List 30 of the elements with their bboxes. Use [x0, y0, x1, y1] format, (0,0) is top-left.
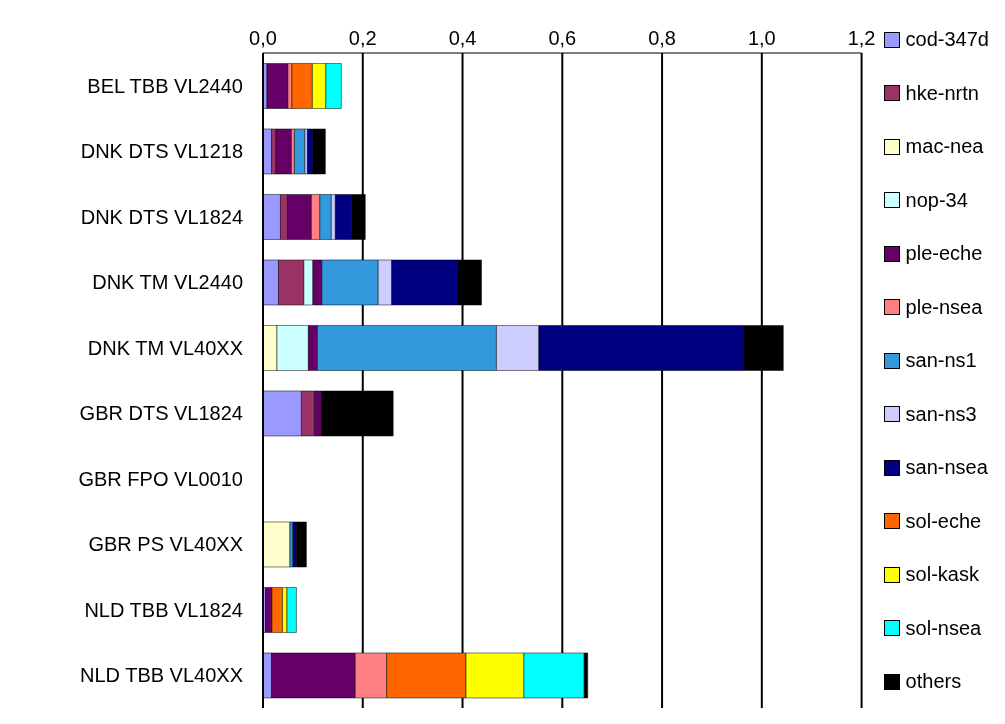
legend-label: sol-eche — [905, 509, 982, 533]
legend-label: nop-34 — [905, 188, 968, 212]
legend-label: cod-347d — [905, 28, 989, 51]
x-tick-label: 1,2 — [847, 27, 876, 49]
x-tick-label: 0,0 — [249, 27, 277, 49]
legend-label: sol-nsea — [905, 616, 982, 640]
x-tick-label: 0,4 — [448, 27, 477, 49]
y-tick-label: DNK TM VL40XX — [87, 336, 243, 359]
legend-label: ple-eche — [905, 242, 983, 265]
x-tick-label: 0,6 — [548, 27, 577, 49]
y-tick-label: GBR FPO VL0010 — [78, 467, 243, 490]
x-tick-label: 1,0 — [747, 27, 776, 49]
legend-label: mac-nea — [905, 135, 984, 158]
y-tick-label: GBR DTS VL1824 — [79, 402, 243, 425]
y-tick-label: NLD TBB VL1824 — [84, 598, 243, 621]
legend-label: sol-kask — [905, 563, 979, 586]
legend-label: san-nsea — [905, 456, 988, 479]
y-tick-label: BEL TBB VL2440 — [87, 74, 243, 97]
x-tick-label: 0,2 — [348, 27, 377, 49]
y-tick-label: DNK DTS VL1824 — [80, 205, 243, 228]
y-tick-label: NLD TBB VL40XX — [79, 664, 243, 687]
legend-label: san-ns3 — [905, 402, 977, 426]
y-tick-label: GBR PS VL40XX — [88, 533, 243, 556]
legend-label: others — [905, 670, 962, 693]
legend-label: ple-nsea — [905, 295, 983, 319]
legend-label: hke-nrtn — [905, 81, 979, 105]
legend-label: san-ns1 — [905, 349, 977, 372]
y-tick-label: DNK TM VL2440 — [92, 271, 243, 294]
y-tick-label: DNK DTS VL1218 — [80, 140, 243, 163]
x-tick-label: 0,8 — [648, 27, 676, 49]
